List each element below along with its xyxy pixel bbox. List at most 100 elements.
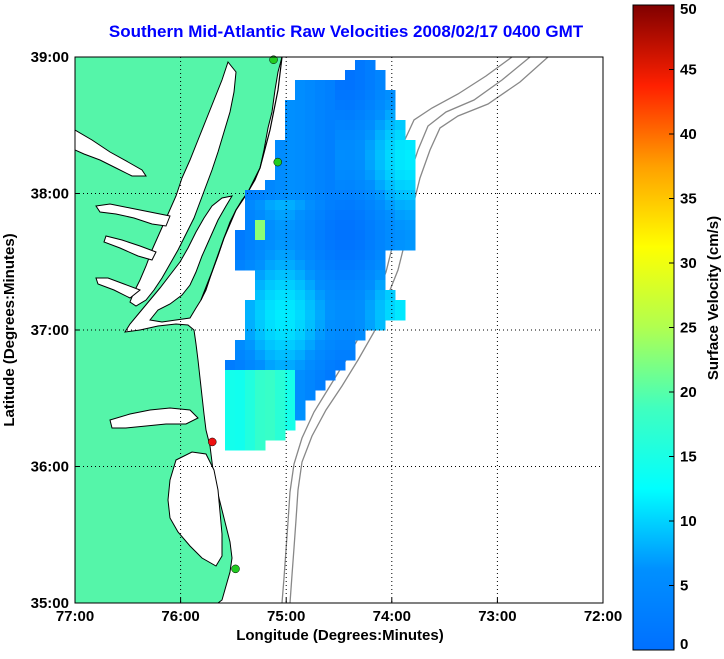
velocity-cell	[245, 420, 256, 431]
velocity-cell	[275, 180, 286, 191]
velocity-cell	[295, 330, 306, 341]
velocity-cell	[375, 290, 386, 301]
velocity-cell	[315, 150, 326, 161]
velocity-cell	[375, 190, 386, 201]
velocity-cell	[265, 280, 276, 291]
velocity-cell	[275, 330, 286, 341]
velocity-cell	[295, 240, 306, 251]
velocity-cell	[275, 410, 286, 421]
velocity-cell	[265, 390, 276, 401]
velocity-cell	[255, 250, 266, 261]
velocity-cell	[395, 140, 406, 151]
y-tick-label: 36:00	[31, 459, 69, 476]
velocity-cell	[345, 200, 356, 211]
velocity-cell	[295, 190, 306, 201]
station-cape-henlopen-marker	[273, 157, 283, 167]
velocity-cell	[405, 150, 416, 161]
york-james-river	[95, 277, 141, 299]
colorbar-tick-label: 25	[680, 320, 697, 337]
velocity-cell	[365, 130, 376, 141]
velocity-cell	[275, 150, 286, 161]
velocity-cell	[315, 270, 326, 281]
velocity-cell	[355, 60, 366, 71]
velocity-cell	[305, 260, 316, 271]
velocity-cell	[375, 270, 386, 281]
velocity-cell	[275, 240, 286, 251]
velocity-cell	[365, 230, 376, 241]
velocity-cell	[345, 220, 356, 231]
velocity-cell	[275, 340, 286, 351]
velocity-cell	[245, 330, 256, 341]
velocity-cell	[365, 80, 376, 91]
velocity-cell	[365, 260, 376, 271]
velocity-cell	[345, 240, 356, 251]
velocity-cell	[345, 110, 356, 121]
velocity-cell	[285, 210, 296, 221]
velocity-cell	[285, 290, 296, 301]
velocity-cell	[335, 250, 346, 261]
velocity-cell	[355, 70, 366, 81]
velocity-cell	[395, 150, 406, 161]
velocity-cell	[255, 290, 266, 301]
velocity-cell	[245, 400, 256, 411]
velocity-cell	[335, 200, 346, 211]
velocity-cell	[375, 70, 386, 81]
velocity-cell	[375, 100, 386, 111]
velocity-cell	[265, 360, 276, 371]
velocity-cell	[325, 370, 336, 381]
velocity-cell	[315, 190, 326, 201]
velocity-cell	[315, 280, 326, 291]
velocity-cell	[225, 370, 236, 381]
velocity-cell	[235, 380, 246, 391]
velocity-cell	[305, 290, 316, 301]
velocity-cell	[385, 140, 396, 151]
velocity-cell	[335, 120, 346, 131]
colorbar-tick-label: 45	[680, 62, 697, 79]
delaware-bay	[75, 129, 147, 177]
velocity-cell	[315, 110, 326, 121]
y-axis-label: Latitude (Degrees:Minutes)	[1, 233, 18, 426]
velocity-cell	[305, 220, 316, 231]
station-cape-hatteras-marker	[208, 437, 217, 447]
velocity-cell	[285, 340, 296, 351]
chesapeake-bay	[129, 60, 237, 307]
velocity-cell	[275, 370, 286, 381]
velocity-cell	[305, 270, 316, 281]
velocity-cell	[255, 320, 266, 331]
velocity-cell	[395, 210, 406, 221]
colorbar-tick-label: 20	[680, 384, 697, 401]
velocity-cell	[275, 400, 286, 411]
velocity-cell	[335, 310, 346, 321]
velocity-cell	[325, 330, 336, 341]
velocity-cell	[355, 290, 366, 301]
velocity-cell	[295, 160, 306, 171]
velocity-cell	[315, 300, 326, 311]
velocity-cell	[305, 200, 316, 211]
velocity-cell	[235, 370, 246, 381]
velocity-cell	[385, 150, 396, 161]
velocity-cell	[285, 310, 296, 321]
velocity-cell	[275, 390, 286, 401]
velocity-cell	[285, 300, 296, 311]
velocity-cell	[305, 180, 316, 191]
velocity-cell	[375, 110, 386, 121]
velocity-field	[225, 60, 416, 451]
colorbar-tick-label: 40	[680, 126, 697, 143]
velocity-cell	[265, 220, 276, 231]
velocity-cell	[245, 440, 256, 451]
velocity-cell	[395, 190, 406, 201]
velocity-cell	[315, 310, 326, 321]
velocity-cell	[275, 290, 286, 301]
velocity-cell	[285, 420, 296, 431]
velocity-cell	[225, 430, 236, 441]
velocity-cell	[245, 310, 256, 321]
velocity-cell	[305, 340, 316, 351]
velocity-cell	[315, 340, 326, 351]
velocity-cell	[275, 420, 286, 431]
velocity-cell	[315, 170, 326, 181]
velocity-cell	[315, 80, 326, 91]
velocity-cell	[355, 320, 366, 331]
velocity-cell	[305, 210, 316, 221]
velocity-cell	[265, 190, 276, 201]
velocity-cell	[275, 380, 286, 391]
